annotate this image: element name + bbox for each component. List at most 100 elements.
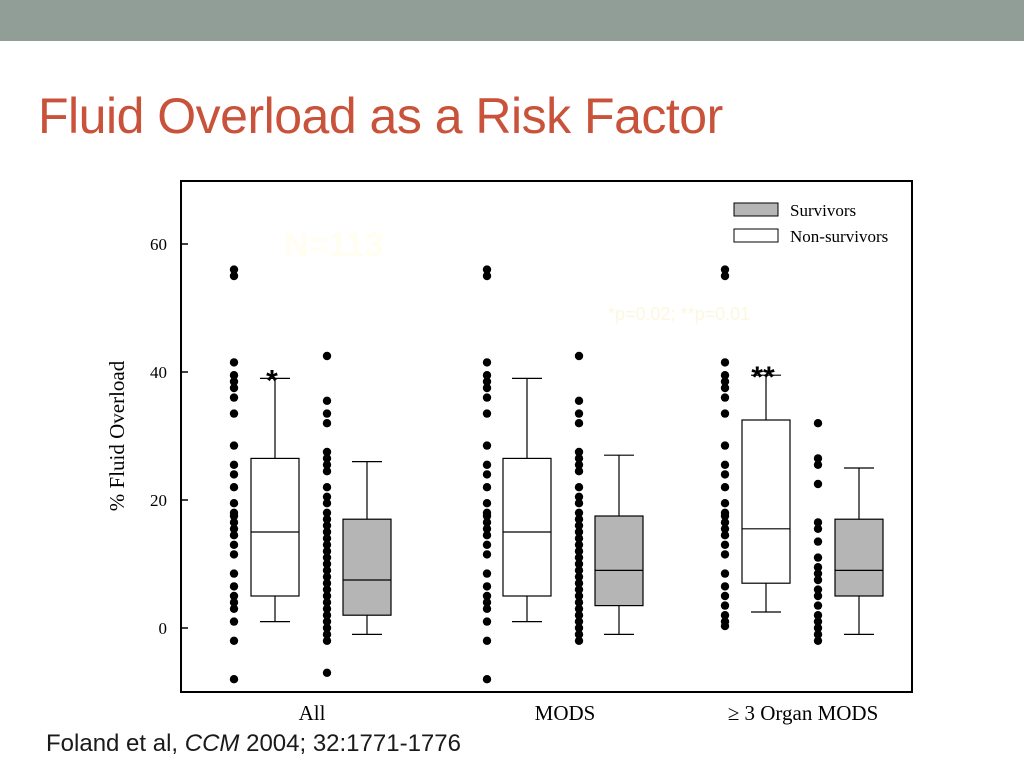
data-point: [322, 409, 332, 418]
box-iqr: [594, 515, 644, 607]
chart-annotation: N=113: [284, 226, 383, 264]
data-point: [720, 371, 730, 380]
data-point: [574, 409, 584, 418]
data-point: [813, 563, 823, 572]
data-point: [482, 358, 492, 367]
data-point: [720, 531, 730, 540]
data-point: [322, 396, 332, 405]
citation-authors: Foland et al,: [46, 730, 179, 757]
box-iqr: [834, 518, 884, 597]
data-point: [322, 553, 332, 562]
data-point: [482, 499, 492, 508]
y-tick-label: 20: [150, 491, 167, 510]
data-point: [813, 575, 823, 585]
data-point: [574, 396, 584, 405]
data-point: [229, 675, 239, 684]
data-point: [720, 518, 730, 527]
y-axis-label: % Fluid Overload: [105, 360, 129, 511]
data-point: [229, 550, 239, 559]
data-point: [720, 377, 730, 386]
data-point: [229, 377, 239, 386]
data-point: [720, 265, 730, 274]
data-point: [482, 409, 492, 418]
data-point: [322, 566, 332, 575]
data-point: [229, 383, 239, 393]
box-iqr: [502, 457, 552, 597]
y-tick-label: 0: [159, 619, 168, 638]
data-point: [482, 441, 492, 450]
data-point: [720, 470, 730, 479]
data-point: [574, 547, 584, 556]
data-point: [322, 630, 332, 639]
data-point: [574, 419, 584, 428]
fluid-overload-chart: 0 20 40 60 % Fluid Overload All MODS ≥ 3 Organ …: [105, 180, 913, 725]
data-point: [322, 604, 332, 613]
data-point: [574, 617, 584, 626]
data-point: [229, 569, 239, 578]
data-point: [720, 383, 730, 393]
data-point: [720, 591, 730, 601]
data-point: [482, 460, 492, 469]
data-point: [322, 617, 332, 626]
data-point: [813, 611, 823, 620]
data-point: [229, 591, 239, 601]
data-point: [574, 534, 584, 543]
data-point: [813, 591, 823, 601]
x-category-label: MODS: [535, 701, 596, 725]
data-point: [322, 559, 332, 569]
data-point: [229, 393, 239, 402]
box-iqr: [342, 518, 392, 616]
data-point: [813, 479, 823, 489]
data-point: [574, 492, 584, 501]
data-point: [322, 492, 332, 501]
data-point: [813, 419, 823, 428]
data-point: [720, 540, 730, 549]
data-point: [720, 611, 730, 620]
data-point: [574, 566, 584, 575]
citation: Foland et al, CCM 2004; 32:1771-1776: [46, 730, 461, 758]
data-point: [482, 265, 492, 274]
data-point: [813, 623, 823, 633]
data-point: [229, 582, 239, 591]
data-point: [229, 511, 239, 521]
box-iqr: [250, 457, 300, 597]
data-point: [482, 518, 492, 527]
data-point: [574, 527, 584, 537]
data-point: [574, 623, 584, 633]
data-point: [574, 467, 584, 476]
data-point: [322, 598, 332, 607]
data-point: [229, 617, 239, 626]
data-point: [482, 550, 492, 559]
data-point: [574, 483, 584, 492]
data-point: [322, 611, 332, 620]
data-point: [574, 611, 584, 620]
data-point: [813, 518, 823, 527]
x-category-label: ≥ 3 Organ MODS: [728, 701, 879, 725]
data-point: [720, 271, 730, 281]
data-point: [720, 511, 730, 521]
slide-title: Fluid Overload as a Risk Factor: [38, 88, 723, 144]
data-point: [482, 604, 492, 613]
data-point: [813, 569, 823, 578]
data-point: [813, 601, 823, 610]
data-point: [720, 601, 730, 610]
data-point: [322, 508, 332, 517]
data-point: [322, 483, 332, 492]
data-point: [574, 540, 584, 549]
legend-label: Survivors: [790, 201, 856, 220]
data-point: [720, 550, 730, 559]
data-point: [574, 521, 584, 530]
data-point: [322, 454, 332, 463]
data-point: [229, 460, 239, 469]
data-point: [322, 447, 332, 457]
data-point: [574, 604, 584, 613]
data-point: [813, 553, 823, 562]
data-point: [482, 569, 492, 578]
data-point: [813, 460, 823, 469]
data-point: [482, 531, 492, 540]
data-point: [482, 591, 492, 601]
significance-marker: **: [751, 361, 775, 394]
data-point: [482, 582, 492, 591]
data-point: [574, 447, 584, 457]
data-point: [229, 470, 239, 479]
